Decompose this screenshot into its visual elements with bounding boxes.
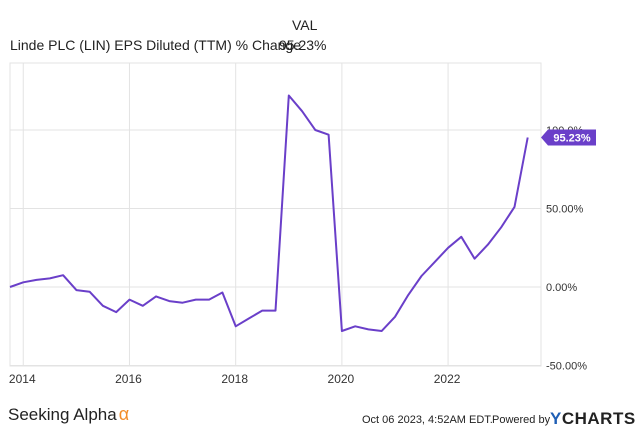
plot-border xyxy=(9,62,542,367)
seeking-alpha-logo: Seeking Alpha α xyxy=(8,404,129,425)
legend-series-value: 95.23% xyxy=(279,37,327,53)
powered-by-text: Powered by xyxy=(492,414,551,426)
x-tick-label: 2020 xyxy=(328,372,355,386)
legend-series-label: Linde PLC (LIN) EPS Diluted (TTM) % Chan… xyxy=(10,37,301,53)
x-tick-label: 2022 xyxy=(434,372,461,386)
x-tick-label: 2018 xyxy=(221,372,248,386)
y-tick-label: 0.00% xyxy=(546,282,577,294)
ycharts-logo: YCHARTS xyxy=(550,409,635,429)
y-tick-label: 50.00% xyxy=(546,204,584,216)
alpha-icon: α xyxy=(118,404,130,424)
last-value-label: 95.23% xyxy=(553,132,591,144)
ycharts-wordmark: CHARTS xyxy=(561,409,635,428)
x-tick-label: 2014 xyxy=(9,372,36,386)
y-tick-label: -50.00% xyxy=(546,361,587,373)
series-line xyxy=(9,94,529,332)
chart-legend: VAL Linde PLC (LIN) EPS Diluted (TTM) % … xyxy=(0,0,635,56)
legend-header: VAL xyxy=(292,17,318,33)
last-value-badge xyxy=(541,129,596,146)
brand-name: Seeking Alpha xyxy=(8,405,117,424)
timestamp: Oct 06 2023, 4:52AM EDT. xyxy=(362,414,493,426)
ycharts-y-icon: Y xyxy=(550,409,562,428)
x-tick-label: 2016 xyxy=(115,372,142,386)
